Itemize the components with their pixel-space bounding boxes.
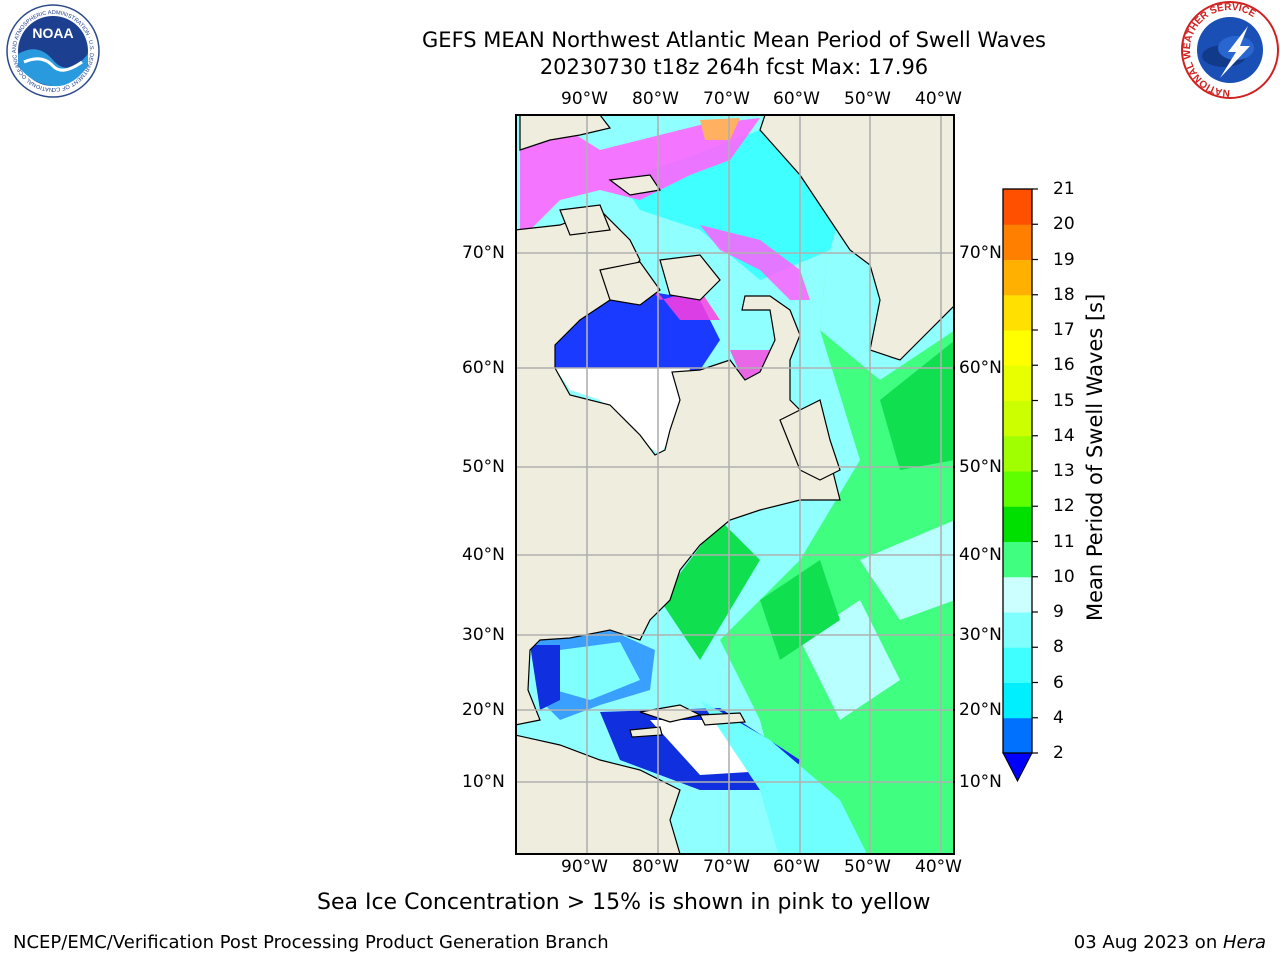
colorbar-tick-label: 8 <box>1053 637 1064 658</box>
footer-date: 03 Aug 2023 on Hera <box>1074 932 1266 953</box>
lat-label-right-10n: 10°N <box>959 772 1002 792</box>
sea-ice-caption: Sea Ice Concentration > 15% is shown in … <box>317 890 931 915</box>
lat-label-right-30n: 30°N <box>959 625 1002 645</box>
colorbar-tick-label: 2 <box>1053 743 1064 763</box>
lon-label-bottom-60w: 60°W <box>773 857 820 877</box>
lon-label-top-70w: 70°W <box>703 89 750 109</box>
lon-label-top-40w: 40°W <box>915 89 962 109</box>
colorbar-tick-label: 17 <box>1053 320 1075 340</box>
lat-label-right-50n: 50°N <box>959 457 1002 477</box>
colorbar-segment <box>1003 224 1032 260</box>
colorbar-tick-label: 11 <box>1053 531 1075 552</box>
colorbar-segment <box>1003 365 1032 401</box>
colorbar-tick-label: 18 <box>1053 284 1075 305</box>
colorbar-tick-label: 9 <box>1053 602 1064 622</box>
lat-label-left-10n: 10°N <box>462 772 505 792</box>
colorbar-tick-label: 15 <box>1053 390 1075 411</box>
lat-label-right-70n: 70°N <box>959 243 1002 263</box>
colorbar-segment <box>1003 400 1032 437</box>
colorbar-label: Mean Period of Swell Waves [s] <box>1083 293 1107 621</box>
lon-label-top-90w: 90°W <box>561 89 608 109</box>
colorbar-segment <box>1003 576 1032 613</box>
colorbar <box>1003 188 1038 754</box>
colorbar-under-triangle <box>1002 752 1033 783</box>
colorbar-segment <box>1003 541 1032 578</box>
colorbar-segment <box>1003 471 1032 507</box>
lat-label-left-20n: 20°N <box>462 700 505 720</box>
colorbar-tick-label: 10 <box>1053 566 1075 587</box>
colorbar-tick-label: 16 <box>1053 355 1075 376</box>
footer-date-text: 03 Aug 2023 on <box>1073 932 1223 953</box>
lat-label-right-40n: 40°N <box>959 545 1002 565</box>
colorbar-segment <box>1003 612 1032 648</box>
colorbar-segment <box>1003 330 1032 366</box>
lat-label-left-70n: 70°N <box>462 243 505 263</box>
lon-label-top-60w: 60°W <box>773 89 820 109</box>
lat-label-right-60n: 60°N <box>959 358 1002 378</box>
nws-logo: NATIONAL WEATHER SERVICE <box>1181 1 1279 99</box>
colorbar-tick-label: 6 <box>1053 672 1064 693</box>
lat-label-left-50n: 50°N <box>462 457 505 477</box>
colorbar-tick-label: 20 <box>1053 214 1075 235</box>
lat-label-right-20n: 20°N <box>959 700 1002 720</box>
colorbar-segment <box>1003 647 1032 683</box>
map-plot-area <box>517 115 953 854</box>
lon-label-bottom-80w: 80°W <box>632 857 679 877</box>
lat-label-left-60n: 60°N <box>462 358 505 378</box>
lon-label-bottom-90w: 90°W <box>561 857 608 877</box>
colorbar-tick-label: 13 <box>1053 461 1075 481</box>
lon-label-top-80w: 80°W <box>632 89 679 109</box>
hudson-no-data <box>555 368 690 455</box>
noaa-logo: NOAA NATIONAL OCEANIC AND ATMOSPHERIC AD… <box>2 4 100 98</box>
colorbar-frame <box>1002 188 1033 754</box>
colorbar-segment <box>1003 682 1032 719</box>
lon-label-bottom-70w: 70°W <box>703 857 750 877</box>
chart-title-line2: 20230730 t18z 264h fcst Max: 17.96 <box>539 55 929 79</box>
colorbar-tick-label: 21 <box>1053 179 1075 199</box>
footer-branch: NCEP/EMC/Verification Post Processing Pr… <box>13 932 609 953</box>
colorbar-segment <box>1003 189 1032 225</box>
colorbar-tick-label: 19 <box>1053 249 1075 270</box>
lon-label-bottom-50w: 50°W <box>844 857 891 877</box>
colorbar-segment <box>1003 294 1032 331</box>
colorbar-segment <box>1003 259 1032 296</box>
lon-label-bottom-40w: 40°W <box>915 857 962 877</box>
colorbar-tick-label: 14 <box>1053 425 1075 446</box>
colorbar-tick-label: 12 <box>1053 496 1075 517</box>
lon-label-top-50w: 50°W <box>844 89 891 109</box>
lat-label-left-40n: 40°N <box>462 545 505 565</box>
footer-host: Hera <box>1222 932 1266 953</box>
noaa-wordmark: NOAA <box>32 25 73 41</box>
colorbar-segment <box>1003 435 1032 472</box>
lat-label-left-30n: 30°N <box>462 625 505 645</box>
map-frame <box>515 114 955 855</box>
sea-ice-band <box>520 118 760 270</box>
colorbar-segment <box>1003 717 1032 754</box>
map-gridlines <box>517 115 953 854</box>
colorbar-segment <box>1003 506 1032 542</box>
chart-title-line1: GEFS MEAN Northwest Atlantic Mean Period… <box>422 28 1046 52</box>
colorbar-tick-label: 4 <box>1053 707 1064 728</box>
